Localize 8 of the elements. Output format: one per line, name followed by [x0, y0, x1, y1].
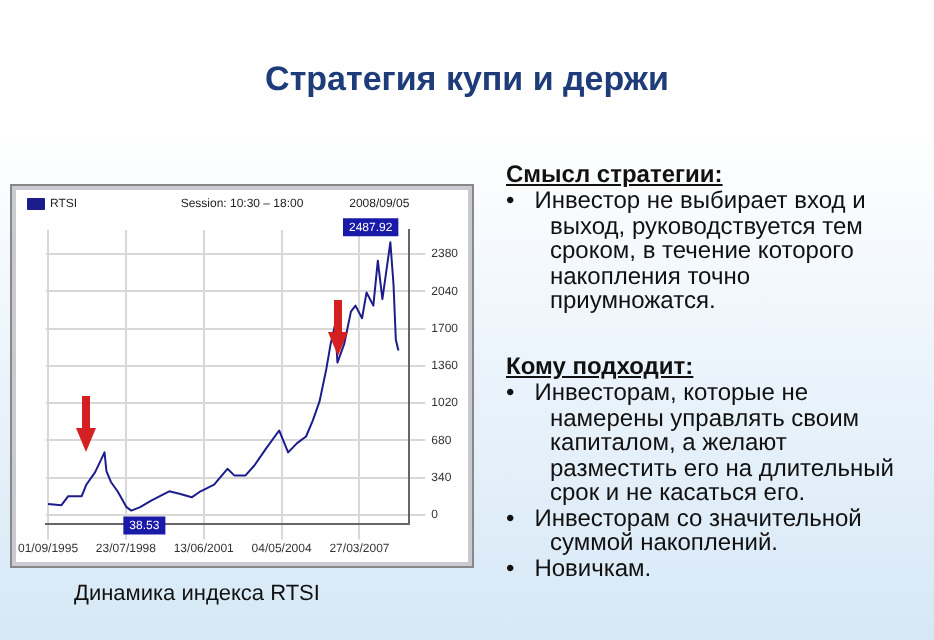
chart-title: Стратегия купи и держи [263, 60, 671, 100]
text: • Инвесторам, которые не намерены управлять своим капиталом, а желают разместить его на длительный срок и не касаться его. [506, 378, 896, 506]
text: Динамика индекса RTSI [74, 582, 320, 606]
text: • Новичкам. [506, 553, 654, 581]
text: Смысл стратегии: [506, 160, 725, 188]
text: • Инвесторам со значительной суммой накоплений. [506, 503, 864, 556]
text: Кому подходит: [506, 352, 696, 380]
text: • Инвестор не выбирает вход и выход, руководствуется тем сроком, в течение которого накопления точно приумножатся. [506, 186, 868, 314]
